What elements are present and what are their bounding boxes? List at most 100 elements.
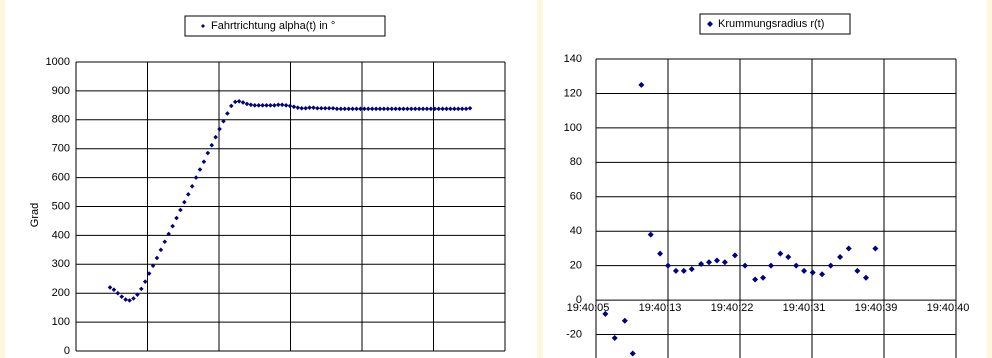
y-tick-label: 40 (570, 225, 582, 237)
point (303, 105, 308, 111)
point (389, 106, 395, 112)
y-tick-label: 140 (564, 53, 582, 65)
point (827, 262, 834, 269)
point (193, 175, 199, 180)
x-tick-label: 19:40:31 (783, 302, 826, 314)
panel (543, 0, 987, 358)
legend-marker (707, 21, 713, 27)
y-tick-label: 800 (52, 114, 70, 126)
point (629, 350, 636, 357)
x-tick-label: 19:40:40 (927, 302, 970, 314)
point (405, 106, 410, 112)
point (174, 215, 179, 221)
y-tick-label: 200 (52, 287, 70, 299)
point (272, 103, 277, 108)
left-chart: 0 100 200 300 400 500 600 700 800 900 1000 Grad Fahr… (5, 0, 537, 358)
point (440, 106, 445, 112)
point (713, 257, 720, 264)
point (248, 102, 254, 108)
point (416, 106, 422, 112)
point (150, 263, 156, 269)
point (393, 106, 398, 112)
point (397, 106, 402, 112)
point (209, 142, 215, 148)
y-tick-label: 500 (52, 200, 70, 212)
point (638, 81, 645, 88)
point (680, 267, 687, 274)
point (381, 106, 387, 112)
point (721, 259, 728, 266)
point (611, 335, 618, 341)
point (369, 106, 375, 112)
y-tick-label: 0 (64, 345, 70, 357)
point (354, 106, 359, 112)
point (139, 286, 144, 292)
point (213, 134, 218, 140)
point (409, 106, 414, 112)
point (428, 106, 434, 112)
point (688, 266, 695, 273)
point (819, 271, 826, 278)
point (338, 106, 344, 112)
point (401, 106, 406, 112)
y-tick-label: 120 (564, 87, 582, 99)
point (377, 106, 383, 112)
x-tick-label: 19:40:05 (567, 302, 610, 314)
y-tick-label: 300 (52, 258, 70, 270)
point (185, 192, 191, 197)
point (236, 99, 242, 104)
point (330, 105, 336, 111)
point (342, 106, 348, 112)
point (260, 103, 265, 108)
point (322, 105, 328, 111)
point (793, 262, 800, 269)
legend-label: Krummungsradius r(t) (718, 18, 824, 30)
point (448, 106, 453, 112)
point (252, 103, 258, 108)
point (111, 287, 117, 293)
point (123, 297, 128, 302)
point (201, 159, 207, 165)
point (785, 254, 792, 261)
point (287, 103, 293, 109)
y-tick-label: 80 (570, 156, 582, 168)
legend-marker (201, 24, 205, 28)
point (170, 223, 175, 229)
point (777, 250, 784, 257)
point (142, 279, 148, 284)
y-tick-label: 100 (564, 122, 582, 134)
y-tick-label: 100 (52, 316, 70, 328)
y-tick-label: 20 (570, 260, 582, 272)
point (268, 103, 273, 108)
point (264, 103, 269, 108)
x-tick-label: 19:40:39 (855, 302, 898, 314)
legend-box (699, 13, 851, 35)
point (154, 255, 160, 261)
point (307, 105, 312, 110)
point (229, 103, 234, 109)
point (837, 254, 844, 261)
y-tick-label: 400 (52, 229, 70, 241)
point (657, 250, 664, 257)
point (424, 106, 430, 112)
point (217, 126, 222, 132)
point (698, 260, 705, 267)
point (131, 296, 136, 301)
point (809, 269, 816, 276)
point (459, 106, 465, 112)
point (444, 106, 449, 112)
y-tick-label: 600 (52, 172, 70, 184)
y-tick-label: 60 (570, 191, 582, 203)
point (385, 106, 391, 112)
point (602, 310, 609, 317)
point (801, 267, 808, 274)
point (621, 317, 628, 324)
point (365, 106, 371, 112)
point (119, 294, 125, 299)
y-axis-label: Grad (29, 203, 41, 227)
point (197, 167, 203, 172)
point (319, 105, 324, 111)
point (373, 106, 379, 112)
point (346, 106, 351, 112)
point (225, 111, 230, 116)
